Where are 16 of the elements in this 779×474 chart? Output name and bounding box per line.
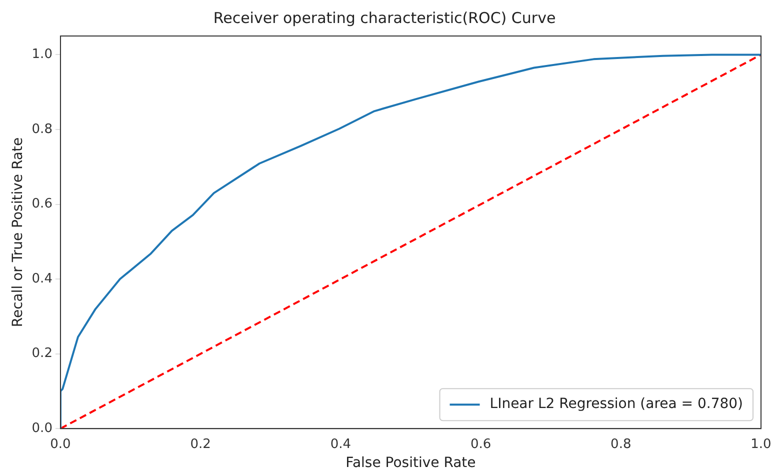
y-tick-label: 0.0 bbox=[32, 420, 52, 436]
y-tick-label: 0.8 bbox=[32, 122, 52, 137]
chart-title: Receiver operating characteristic(ROC) Curve bbox=[213, 8, 556, 27]
y-tick-label: 1.0 bbox=[32, 47, 52, 62]
y-tick-label: 0.2 bbox=[32, 346, 52, 362]
x-tick-label: 0.2 bbox=[190, 436, 211, 452]
x-tick-label: 0.4 bbox=[330, 436, 352, 452]
x-axis-title: False Positive Rate bbox=[346, 455, 476, 472]
y-axis-title: Recall or True Positive Rate bbox=[10, 137, 26, 328]
y-tick-label: 0.4 bbox=[32, 271, 52, 286]
x-tick-label: 0.6 bbox=[470, 436, 492, 452]
x-tick-label: 1.0 bbox=[750, 436, 772, 452]
x-tick-label: 0.0 bbox=[50, 436, 71, 452]
x-tick-label: 0.8 bbox=[610, 436, 632, 452]
legend-label: LInear L2 Regression (area = 0.780) bbox=[490, 396, 744, 412]
y-tick-label: 0.6 bbox=[32, 196, 52, 212]
